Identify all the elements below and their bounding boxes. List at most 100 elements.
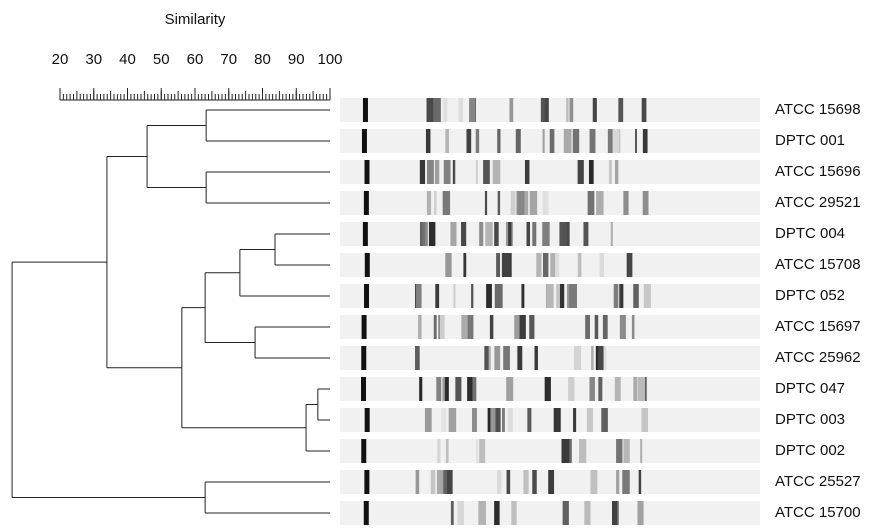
gel-lane xyxy=(340,501,760,525)
scale-tick-label: 100 xyxy=(317,51,342,68)
gel-band xyxy=(445,253,451,277)
gel-band xyxy=(635,129,637,153)
gel-band xyxy=(446,439,449,463)
gel-band xyxy=(585,315,590,339)
gel-band xyxy=(430,160,434,184)
dendrogram xyxy=(12,110,330,513)
gel-band xyxy=(587,408,593,432)
gel-band xyxy=(364,160,369,184)
gel-band xyxy=(550,129,555,153)
gel-band xyxy=(479,222,483,246)
scale-tick-label: 90 xyxy=(288,51,305,68)
gel-band xyxy=(364,284,369,308)
gel-band xyxy=(463,253,466,277)
gel-band xyxy=(427,98,435,122)
gel-band xyxy=(623,439,629,463)
gel-band xyxy=(416,284,422,308)
gel-band xyxy=(637,501,643,525)
gel-band xyxy=(542,222,549,246)
gel-band xyxy=(503,346,510,370)
gel-band xyxy=(361,377,366,401)
gel-band xyxy=(363,98,368,122)
gel-band xyxy=(502,408,505,432)
gel-band xyxy=(434,191,436,215)
gel-band xyxy=(436,377,441,401)
gel-band xyxy=(507,470,511,494)
gel-band xyxy=(508,222,511,246)
gel-band xyxy=(569,284,577,308)
gel-band xyxy=(461,222,466,246)
scale-title: Similarity xyxy=(165,11,226,28)
strain-label: DPTC 047 xyxy=(775,380,845,397)
gel-band xyxy=(609,160,612,184)
gel-band xyxy=(543,253,548,277)
gel-band xyxy=(418,315,421,339)
gel-band xyxy=(514,315,519,339)
gel-band xyxy=(434,315,437,339)
gel-band xyxy=(566,98,568,122)
gel-band xyxy=(588,191,595,215)
gel-lane xyxy=(340,98,760,122)
gel-band xyxy=(555,253,559,277)
gel-band xyxy=(593,98,597,122)
gel-band xyxy=(489,346,491,370)
gel-band xyxy=(490,408,495,432)
gel-band xyxy=(596,191,603,215)
gel-band xyxy=(429,222,435,246)
gel-band xyxy=(472,377,476,401)
gel-band xyxy=(461,315,467,339)
gel-band xyxy=(511,501,516,525)
gel-band xyxy=(641,408,648,432)
gel-band xyxy=(455,377,461,401)
gel-band xyxy=(620,315,626,339)
strain-label: DPTC 004 xyxy=(775,225,845,242)
gel-band xyxy=(527,408,531,432)
strain-label: DPTC 001 xyxy=(775,132,845,149)
gel-band xyxy=(491,315,494,339)
gel-band xyxy=(573,408,576,432)
gel-band xyxy=(476,160,478,184)
gel-band xyxy=(365,408,370,432)
gel-band xyxy=(516,129,521,153)
gel-band xyxy=(426,129,430,153)
gel-band xyxy=(511,191,516,215)
gel-band xyxy=(578,160,584,184)
strain-label: ATCC 15700 xyxy=(775,504,861,521)
gel-band xyxy=(494,346,500,370)
gel-band xyxy=(543,191,549,215)
gel-band xyxy=(420,160,425,184)
gel-band xyxy=(445,129,449,153)
gel-band xyxy=(433,98,441,122)
gel-band xyxy=(638,377,645,401)
gel-band xyxy=(535,346,538,370)
gel-band xyxy=(612,501,617,525)
gel-band xyxy=(546,284,553,308)
gel-band xyxy=(518,346,522,370)
gel-band xyxy=(444,160,451,184)
scale-tick-label: 60 xyxy=(187,51,204,68)
gel-band xyxy=(633,284,639,308)
gel-band xyxy=(590,129,596,153)
gel-band xyxy=(437,439,440,463)
gel-band xyxy=(632,315,635,339)
gel-band xyxy=(415,346,420,370)
gel-band xyxy=(589,160,594,184)
gel-band xyxy=(427,191,431,215)
strain-labels: ATCC 15698DPTC 001ATCC 15696ATCC 29521DP… xyxy=(775,101,861,521)
gel-band xyxy=(493,160,501,184)
gel-lane xyxy=(340,253,760,277)
gel-lane xyxy=(340,191,760,215)
gel-band xyxy=(471,284,473,308)
strain-label: ATCC 29521 xyxy=(775,194,861,211)
gel-band xyxy=(554,408,561,432)
gel-band xyxy=(422,222,425,246)
gel-band xyxy=(600,253,604,277)
gel-band xyxy=(568,377,574,401)
gel-band xyxy=(494,501,499,525)
dendrogram-figure: Similarity 2030405060708090100 ATCC 1569… xyxy=(0,0,885,526)
gel-band xyxy=(441,408,446,432)
gel-band xyxy=(446,470,453,494)
gel-band xyxy=(573,129,579,153)
gel-band xyxy=(618,98,623,122)
